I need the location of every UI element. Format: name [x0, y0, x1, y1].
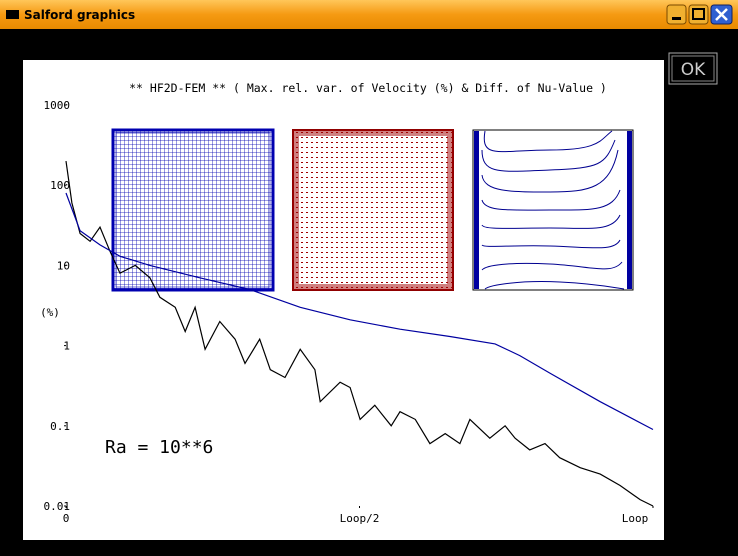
y-axis-label: (%): [40, 306, 60, 319]
y-tick-label: 100: [50, 179, 70, 192]
x-tick-label: 0: [63, 512, 70, 525]
y-tick-label: 1000: [44, 99, 71, 112]
y-tick-label: 0.1: [50, 420, 70, 433]
inset-mesh: [111, 128, 275, 292]
annotation: Ra = 10**6: [105, 437, 213, 458]
series-line: [65, 192, 654, 431]
x-tick-label: Loop: [622, 512, 649, 525]
y-tick-label: 1: [63, 340, 70, 353]
series-line: [65, 161, 654, 507]
app-icon: [6, 10, 19, 19]
close-button[interactable]: [710, 4, 733, 25]
inset-velocity: [292, 129, 454, 291]
minimize-button[interactable]: [666, 4, 687, 25]
inset-contours: [472, 129, 634, 291]
chart-title: ** HF2D-FEM ** ( Max. rel. var. of Veloc…: [129, 81, 607, 95]
title-bar: [0, 0, 738, 29]
ok-button[interactable]: OK: [668, 52, 718, 85]
y-tick-label: 0.01: [44, 500, 71, 513]
x-tick-label: Loop/2: [340, 512, 380, 525]
maximize-button[interactable]: [688, 4, 709, 25]
window-title: Salford graphics: [24, 8, 135, 22]
y-tick-label: 10: [57, 259, 70, 272]
ok-label: OK: [681, 60, 706, 80]
plot: 1000 100 10 1 0.1 0.010 Loop/2 Loop: [44, 99, 654, 525]
